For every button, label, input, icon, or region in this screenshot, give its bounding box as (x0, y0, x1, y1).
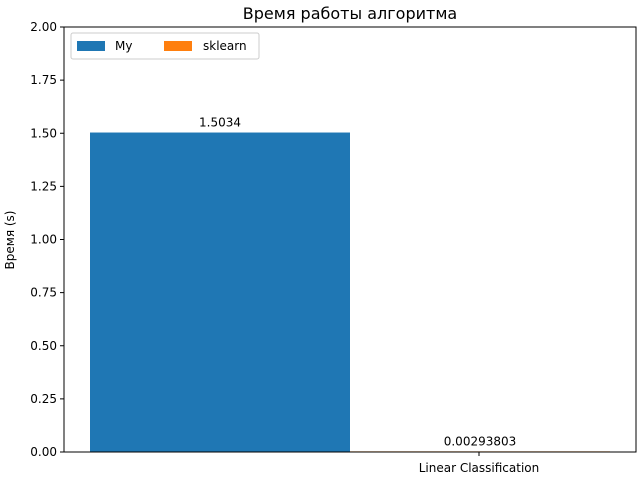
y-tick-label: 0.00 (30, 445, 57, 459)
chart-title: Время работы алгоритма (243, 4, 457, 23)
legend-swatch-my (77, 41, 105, 51)
x-axis-ticks: Linear Classification (419, 452, 540, 475)
data-labels-group: 1.5034 0.00293803 (199, 116, 516, 449)
bars-group (90, 132, 610, 452)
legend: My sklearn (70, 32, 260, 60)
y-tick-label: 1.25 (30, 179, 57, 193)
legend-swatch-sklearn (164, 41, 192, 51)
y-tick-label: 0.75 (30, 286, 57, 300)
y-tick-label: 0.25 (30, 392, 57, 406)
y-axis-ticks: 0.00 0.25 0.50 0.75 1.00 1.25 1.50 1.75 2.00 (30, 20, 64, 459)
legend-label-sklearn: sklearn (203, 39, 247, 53)
bar-my (90, 132, 350, 452)
legend-label-my: My (115, 39, 132, 53)
y-tick-label: 1.75 (30, 73, 57, 87)
y-tick-label: 2.00 (30, 20, 57, 34)
y-tick-label: 1.50 (30, 126, 57, 140)
y-tick-label: 1.00 (30, 233, 57, 247)
y-tick-label: 0.50 (30, 339, 57, 353)
y-axis-label: Время (s) (3, 211, 17, 270)
x-tick-label: Linear Classification (419, 461, 540, 475)
data-label-sklearn: 0.00293803 (444, 434, 517, 448)
data-label-my: 1.5034 (199, 116, 241, 130)
plot-frame (63, 26, 637, 453)
